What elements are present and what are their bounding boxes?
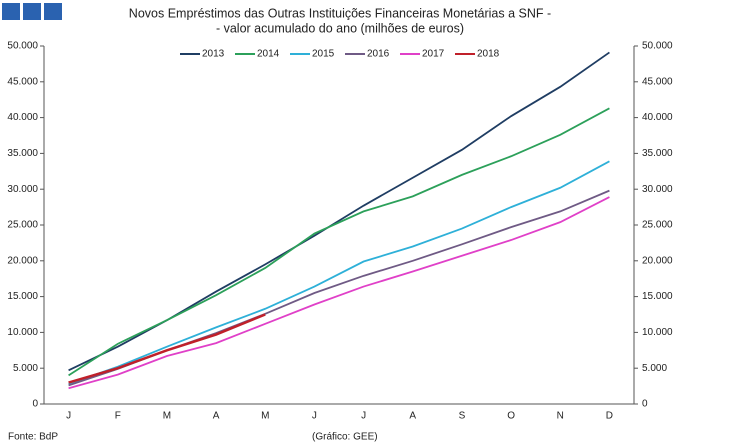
chart-title: Novos Empréstimos das Outras Instituiçõe…: [129, 6, 551, 20]
series-line: [68, 51, 610, 372]
y-tick-label: 0: [32, 399, 38, 410]
y-tick-label: 35.000: [7, 148, 38, 159]
y-tick-label: 20.000: [7, 255, 38, 266]
y2-tick-label: 45.000: [642, 76, 673, 87]
x-tick-label: J: [312, 411, 317, 422]
x-tick-label: J: [66, 411, 71, 422]
series-line: [68, 313, 266, 384]
y2-tick-label: 50.000: [642, 41, 673, 52]
series-line: [68, 196, 610, 390]
x-tick-label: J: [361, 411, 366, 422]
legend-label: 2014: [257, 49, 280, 60]
legend-label: 2016: [367, 49, 390, 60]
logo-square: [44, 3, 62, 20]
y-tick-label: 45.000: [7, 76, 38, 87]
y2-tick-label: 30.000: [642, 184, 673, 195]
x-tick-label: O: [507, 411, 515, 422]
source: Fonte: BdP: [8, 432, 58, 443]
y-tick-label: 40.000: [7, 112, 38, 123]
x-tick-label: M: [261, 411, 269, 422]
x-tick-label: A: [409, 411, 416, 422]
y2-tick-label: 35.000: [642, 148, 673, 159]
legend-label: 2015: [312, 49, 335, 60]
x-tick-label: F: [115, 411, 121, 422]
series-line: [68, 107, 610, 377]
y2-tick-label: 15.000: [642, 291, 673, 302]
legend-label: 2018: [477, 49, 500, 60]
y-tick-label: 25.000: [7, 220, 38, 231]
legend-label: 2017: [422, 49, 445, 60]
y2-tick-label: 0: [642, 399, 648, 410]
x-tick-label: M: [163, 411, 171, 422]
logo-square: [2, 3, 20, 20]
y-tick-label: 10.000: [7, 327, 38, 338]
credit: (Gráfico: GEE): [312, 432, 378, 443]
y2-tick-label: 20.000: [642, 255, 673, 266]
y2-tick-label: 40.000: [642, 112, 673, 123]
x-tick-label: N: [557, 411, 564, 422]
y2-tick-label: 25.000: [642, 220, 673, 231]
x-tick-label: D: [606, 411, 613, 422]
series-line: [68, 160, 610, 385]
y-tick-label: 30.000: [7, 184, 38, 195]
y-tick-label: 5.000: [13, 363, 38, 374]
x-tick-label: A: [213, 411, 220, 422]
y2-tick-label: 5.000: [642, 363, 667, 374]
y2-tick-label: 10.000: [642, 327, 673, 338]
chart-subtitle: - valor acumulado do ano (milhões de eur…: [216, 21, 464, 35]
legend-label: 2013: [202, 49, 225, 60]
y-tick-label: 50.000: [7, 41, 38, 52]
y-tick-label: 15.000: [7, 291, 38, 302]
x-tick-label: S: [459, 411, 466, 422]
logo-square: [23, 3, 41, 20]
